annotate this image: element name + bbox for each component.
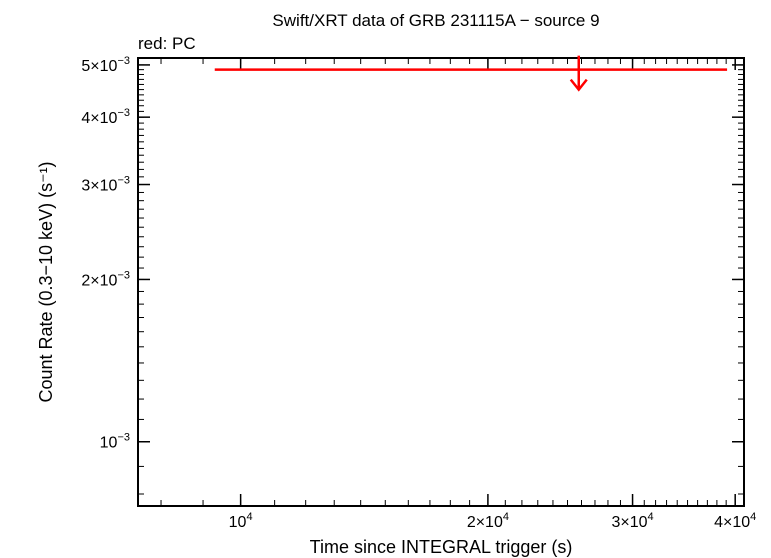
- upper-limit-arrow-head: [569, 78, 588, 92]
- chart-title: Swift/XRT data of GRB 231115A − source 9: [272, 11, 599, 30]
- y-tick-label: 10−3: [100, 432, 130, 452]
- chart-subtitle: red: PC: [138, 34, 196, 53]
- x-tick-label: 4×104: [714, 511, 756, 531]
- plot-frame: [137, 57, 745, 507]
- y-tick-label: 2×10−3: [81, 269, 130, 289]
- x-axis-label: Time since INTEGRAL trigger (s): [310, 537, 573, 557]
- y-tick-label: 5×10−3: [81, 55, 130, 75]
- y-tick-label: 3×10−3: [81, 175, 130, 195]
- axis-ticks: 104 2×104 3×104 4×104 10−3 2×10−3 3×10−3 4×10−3…: [81, 55, 756, 531]
- x-tick-label: 104: [229, 511, 253, 531]
- y-tick-label: 4×10−3: [81, 107, 130, 127]
- x-tick-label: 3×104: [611, 511, 653, 531]
- x-tick-label: 2×104: [467, 511, 509, 531]
- data-marks: [214, 55, 728, 92]
- y-axis-label: Count Rate (0.3−10 keV) (s⁻¹): [36, 161, 56, 402]
